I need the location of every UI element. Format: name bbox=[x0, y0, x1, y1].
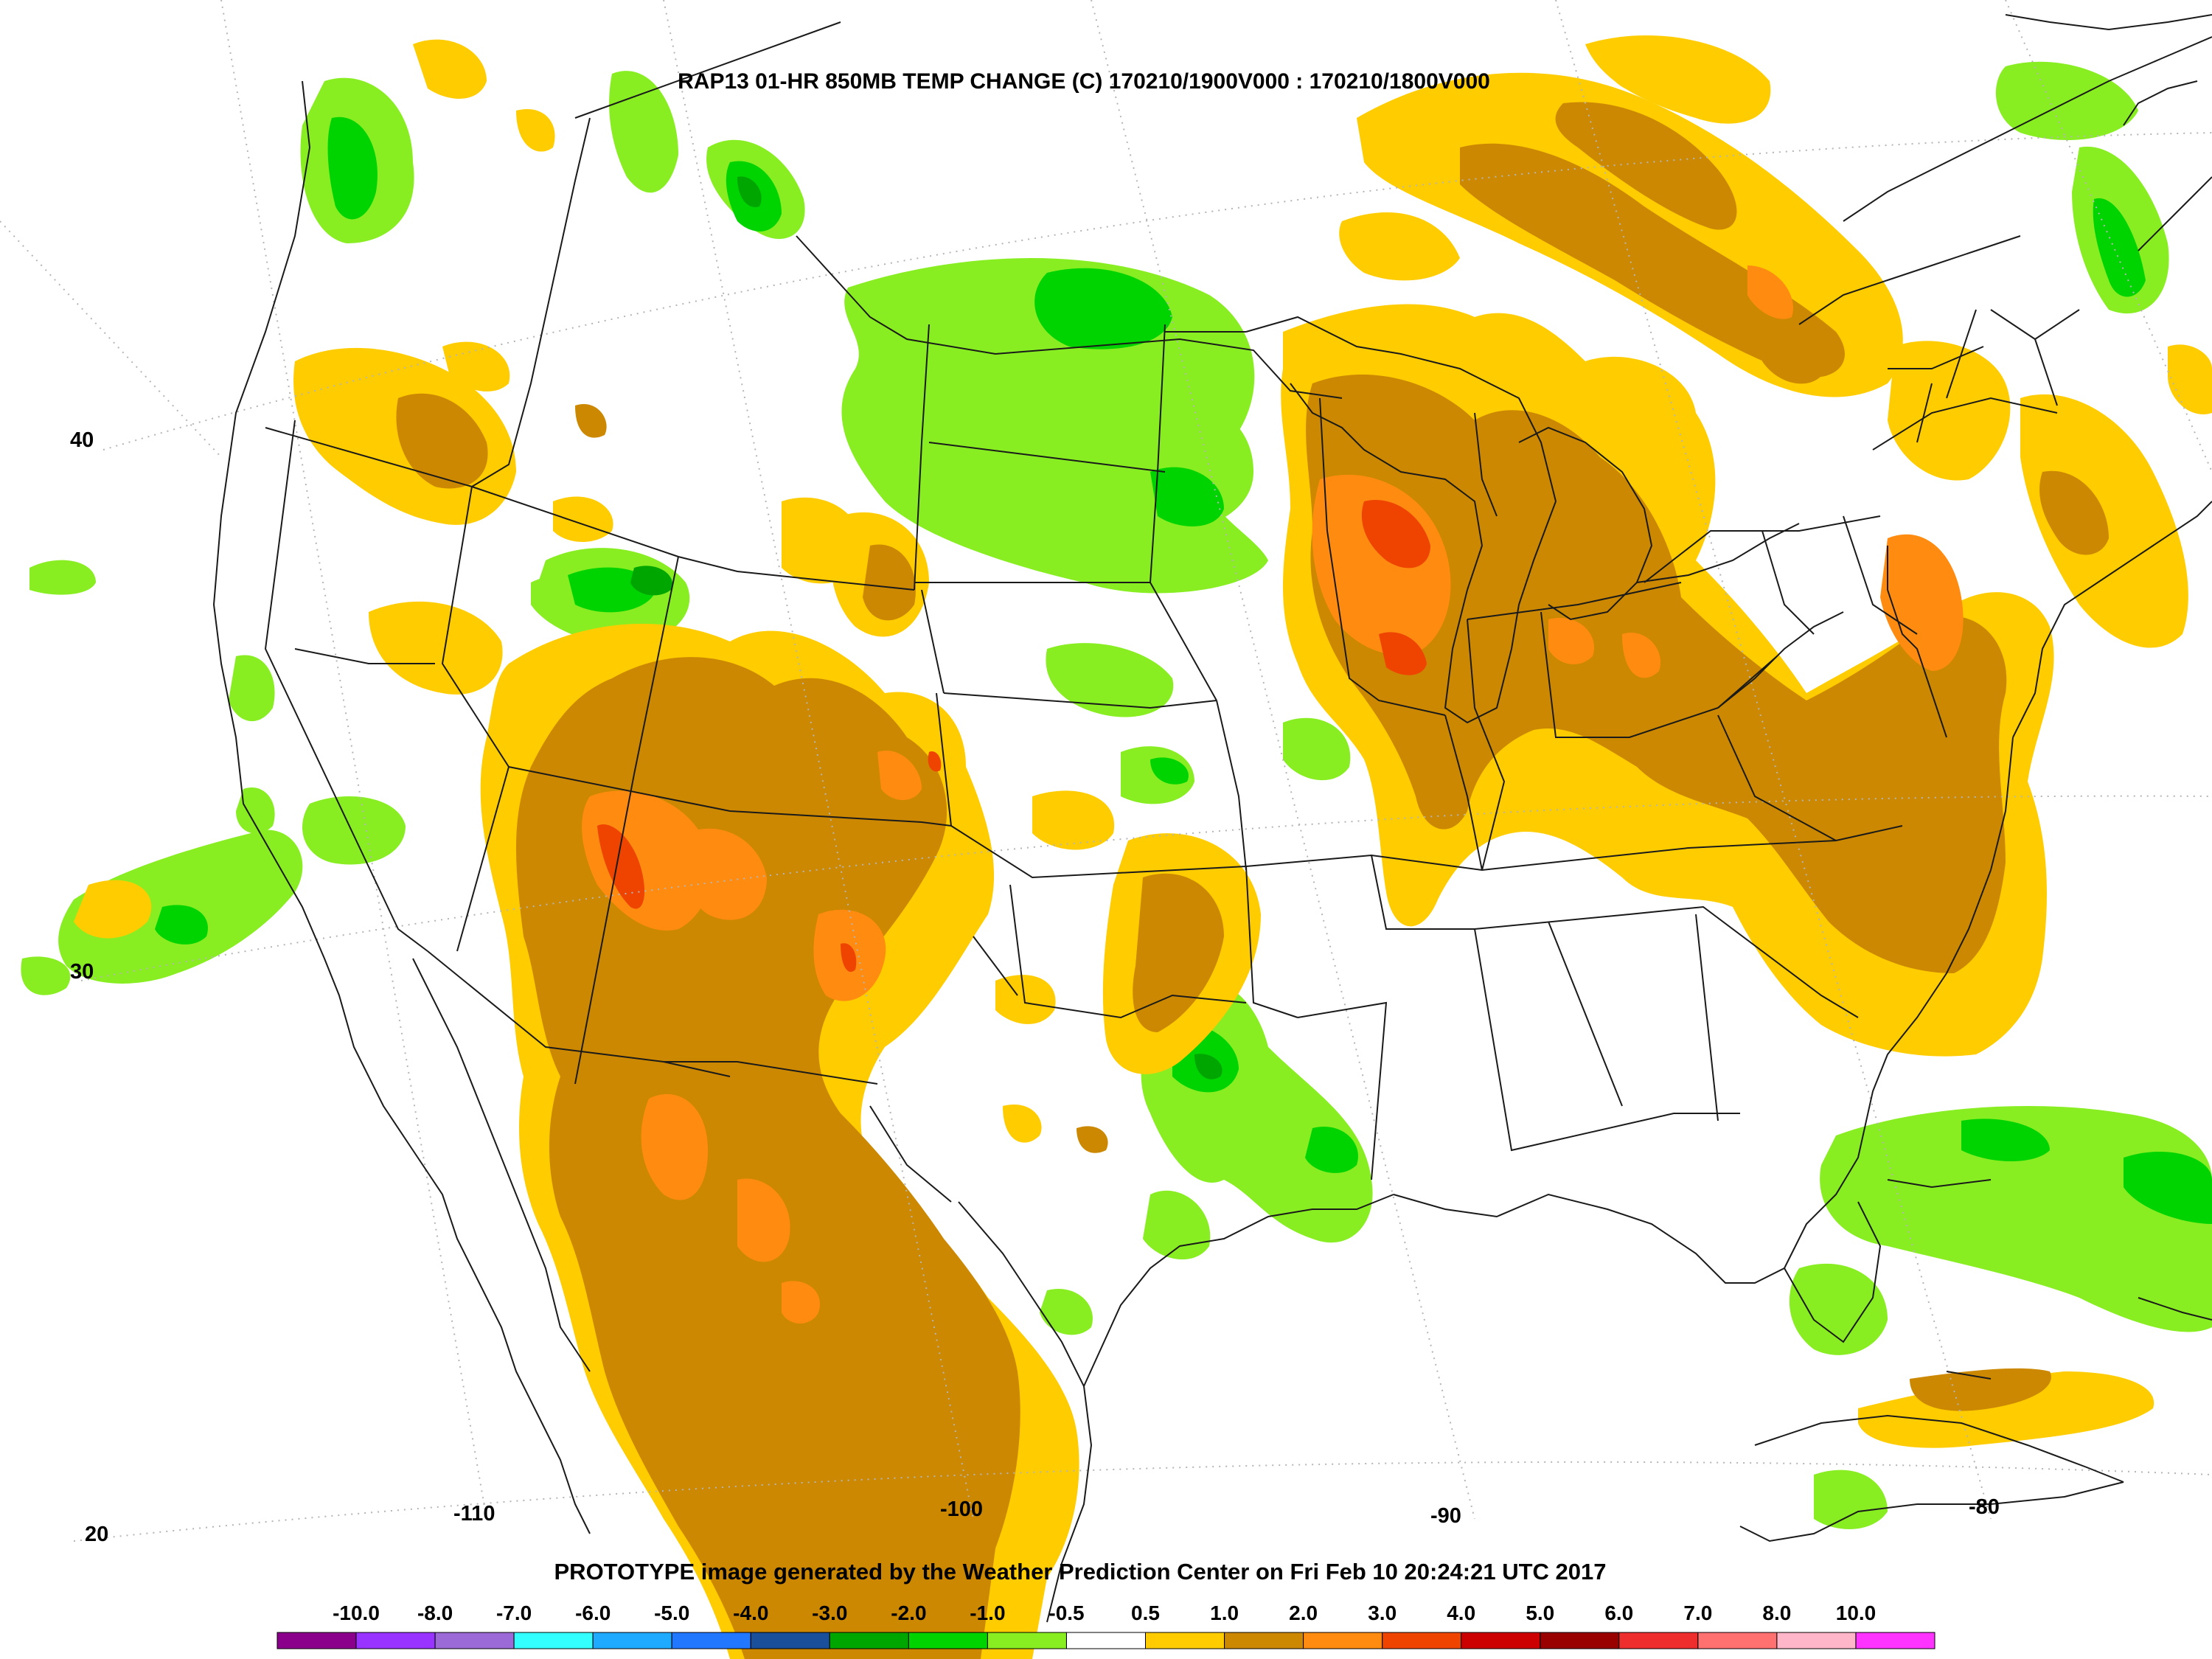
legend-label: 5.0 bbox=[1526, 1601, 1554, 1624]
legend-swatch bbox=[434, 1632, 515, 1649]
legend-swatch bbox=[1461, 1632, 1541, 1649]
legend-label: -5.0 bbox=[654, 1601, 689, 1624]
field-dark-green bbox=[630, 176, 1222, 1079]
legend-colorbar bbox=[276, 1632, 1935, 1649]
legend-label: 0.5 bbox=[1131, 1601, 1160, 1624]
legend-label: 1.0 bbox=[1210, 1601, 1239, 1624]
legend-swatch bbox=[1224, 1632, 1304, 1649]
legend-label: 10.0 bbox=[1836, 1601, 1877, 1624]
legend-label: -7.0 bbox=[496, 1601, 532, 1624]
legend-swatch bbox=[1855, 1632, 1935, 1649]
field-green bbox=[155, 116, 2212, 1224]
map-title: RAP13 01-HR 850MB TEMP CHANGE (C) 170210… bbox=[678, 69, 1490, 94]
legend-swatch bbox=[671, 1632, 751, 1649]
legend-label: 6.0 bbox=[1604, 1601, 1633, 1624]
legend-swatch bbox=[592, 1632, 672, 1649]
legend-swatch bbox=[750, 1632, 830, 1649]
legend-swatch bbox=[276, 1632, 357, 1649]
legend-label: -0.5 bbox=[1048, 1601, 1084, 1624]
credit-text: PROTOTYPE image generated by the Weather… bbox=[554, 1559, 1607, 1585]
legend-swatch bbox=[1382, 1632, 1462, 1649]
legend-label: -8.0 bbox=[417, 1601, 453, 1624]
legend-label: -3.0 bbox=[812, 1601, 847, 1624]
legend-label: 4.0 bbox=[1447, 1601, 1475, 1624]
legend-label: -6.0 bbox=[575, 1601, 611, 1624]
legend-label: 3.0 bbox=[1368, 1601, 1397, 1624]
lon-label-80: -80 bbox=[1969, 1495, 2000, 1519]
legend-swatch bbox=[513, 1632, 594, 1649]
legend-label: -1.0 bbox=[970, 1601, 1005, 1624]
lat-label-20: 20 bbox=[85, 1523, 108, 1546]
coastlines bbox=[212, 14, 2212, 1623]
legend-label: 7.0 bbox=[1683, 1601, 1712, 1624]
legend-labels: -10.0 -8.0 -7.0 -6.0 -5.0 -4.0 -3.0 -2.0 -1.0 -0.… bbox=[333, 1601, 1876, 1624]
latlon-grid bbox=[0, 0, 2212, 1542]
legend-label: -4.0 bbox=[733, 1601, 768, 1624]
legend-swatch bbox=[1776, 1632, 1857, 1649]
legend-swatch bbox=[1303, 1632, 1383, 1649]
legend-swatch bbox=[1145, 1632, 1225, 1649]
lon-label-110: -110 bbox=[453, 1502, 495, 1526]
lon-label-100: -100 bbox=[940, 1498, 983, 1521]
legend-swatch bbox=[1618, 1632, 1699, 1649]
lon-label-90: -90 bbox=[1430, 1504, 1461, 1528]
legend-label: 8.0 bbox=[1762, 1601, 1791, 1624]
legend-swatch bbox=[355, 1632, 436, 1649]
temperature-field bbox=[21, 35, 2212, 1659]
political-borders bbox=[264, 21, 2080, 1203]
legend-swatch bbox=[1066, 1632, 1146, 1649]
legend-swatch bbox=[908, 1632, 988, 1649]
legend-label: 2.0 bbox=[1289, 1601, 1318, 1624]
legend-swatch bbox=[1697, 1632, 1778, 1649]
lat-label-30: 30 bbox=[70, 960, 94, 984]
field-orange bbox=[582, 265, 1964, 1324]
legend-swatch bbox=[1540, 1632, 1620, 1649]
legend-swatch bbox=[987, 1632, 1067, 1649]
legend-label: -10.0 bbox=[333, 1601, 380, 1624]
field-red-orange bbox=[597, 500, 1430, 973]
lat-label-40: 40 bbox=[70, 428, 94, 452]
legend-label: -2.0 bbox=[891, 1601, 926, 1624]
legend-swatch bbox=[829, 1632, 909, 1649]
